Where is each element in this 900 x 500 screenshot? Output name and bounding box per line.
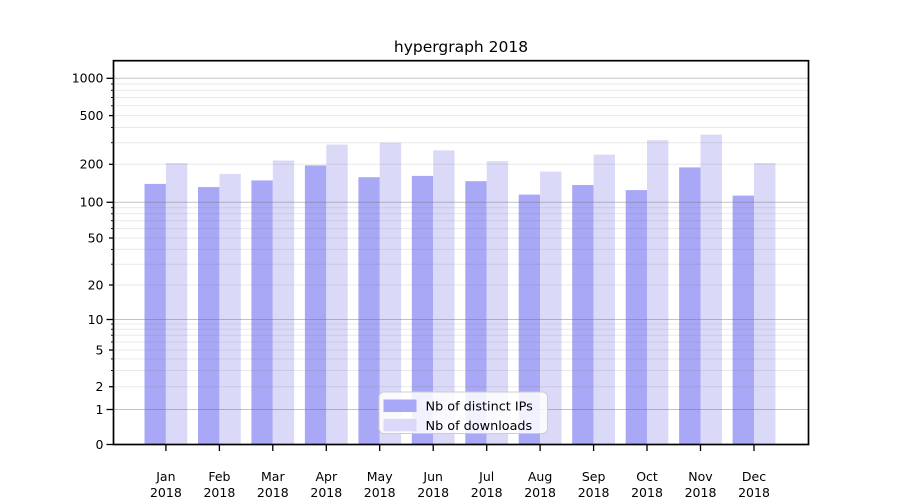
legend-swatch-distinct-ips: [383, 399, 417, 412]
bar-distinct-ips-nov: [679, 167, 701, 445]
x-tick-label-month-sep: Sep: [582, 469, 606, 484]
x-tick-label-year-feb: 2018: [203, 485, 235, 500]
bar-downloads-sep: [593, 154, 615, 445]
x-tick-label-month-may: May: [367, 469, 393, 484]
x-tick-label-year-oct: 2018: [631, 485, 663, 500]
axes-layer: 01251020501002005001000Jan2018Feb2018Mar…: [72, 71, 770, 500]
bar-distinct-ips-oct: [625, 190, 648, 445]
y-tick-label-1000: 1000: [72, 71, 104, 86]
bar-distinct-ips-jan: [144, 183, 166, 445]
bar-distinct-ips-apr: [304, 165, 327, 445]
y-tick-label-20: 20: [88, 277, 104, 292]
y-tick-label-100: 100: [80, 195, 104, 210]
bar-downloads-aug: [540, 171, 562, 445]
bar-distinct-ips-aug: [518, 194, 541, 445]
y-tick-label-0: 0: [96, 437, 104, 452]
bar-distinct-ips-feb: [198, 187, 220, 445]
plot-border: [112, 59, 810, 446]
bar-downloads-apr: [326, 144, 348, 445]
chart-title: hypergraph 2018: [394, 38, 528, 56]
bar-downloads-oct: [647, 140, 669, 445]
x-tick-label-month-oct: Oct: [636, 469, 658, 484]
x-tick-label-year-apr: 2018: [310, 485, 342, 500]
gridlines-layer: [113, 77, 809, 410]
x-tick-label-year-mar: 2018: [257, 485, 289, 500]
bar-distinct-ips-dec: [732, 195, 754, 445]
x-tick-label-year-jan: 2018: [150, 485, 182, 500]
legend: Nb of distinct IPs Nb of downloads: [378, 391, 548, 434]
x-tick-label-year-jun: 2018: [417, 485, 449, 500]
x-tick-label-month-mar: Mar: [261, 469, 285, 484]
legend-label-downloads: Nb of downloads: [426, 419, 533, 434]
x-tick-label-month-nov: Nov: [688, 469, 713, 484]
x-tick-label-year-may: 2018: [364, 485, 396, 500]
bar-downloads-jul: [486, 161, 509, 445]
bar-downloads-may: [379, 142, 402, 445]
y-tick-label-500: 500: [80, 108, 104, 123]
bar-downloads-nov: [700, 134, 722, 445]
bar-distinct-ips-jul: [465, 181, 487, 445]
bar-downloads-mar: [272, 160, 295, 445]
y-tick-label-10: 10: [88, 312, 104, 327]
x-tick-label-month-dec: Dec: [742, 469, 766, 484]
bar-downloads-jan: [165, 163, 188, 445]
x-tick-label-month-feb: Feb: [208, 469, 230, 484]
legend-box: [378, 391, 548, 434]
x-tick-label-year-dec: 2018: [738, 485, 770, 500]
legend-swatch-downloads: [383, 418, 417, 432]
bar-distinct-ips-may: [358, 177, 380, 445]
x-tick-label-month-jul: Jul: [478, 469, 494, 484]
x-tick-label-year-sep: 2018: [578, 485, 610, 500]
x-tick-label-year-aug: 2018: [524, 485, 556, 500]
x-tick-label-month-jan: Jan: [155, 469, 175, 484]
bar-downloads-jun: [433, 150, 455, 445]
x-tick-label-month-apr: Apr: [315, 469, 337, 484]
y-tick-label-5: 5: [96, 342, 104, 357]
bar-downloads-feb: [219, 173, 241, 445]
x-tick-label-month-aug: Aug: [528, 469, 552, 484]
x-tick-label-year-jul: 2018: [471, 485, 503, 500]
y-tick-label-1: 1: [96, 402, 104, 417]
legend-label-distinct-ips: Nb of distinct IPs: [426, 400, 534, 415]
y-tick-label-50: 50: [88, 230, 104, 245]
bar-distinct-ips-sep: [572, 185, 594, 445]
bars-layer: [144, 134, 776, 445]
y-tick-label-200: 200: [80, 157, 104, 172]
x-tick-label-month-jun: Jun: [422, 469, 443, 484]
bar-distinct-ips-jun: [411, 175, 434, 445]
x-tick-label-year-nov: 2018: [685, 485, 717, 500]
bar-distinct-ips-mar: [251, 180, 273, 445]
bar-downloads-dec: [754, 163, 776, 445]
y-tick-label-2: 2: [96, 379, 104, 394]
